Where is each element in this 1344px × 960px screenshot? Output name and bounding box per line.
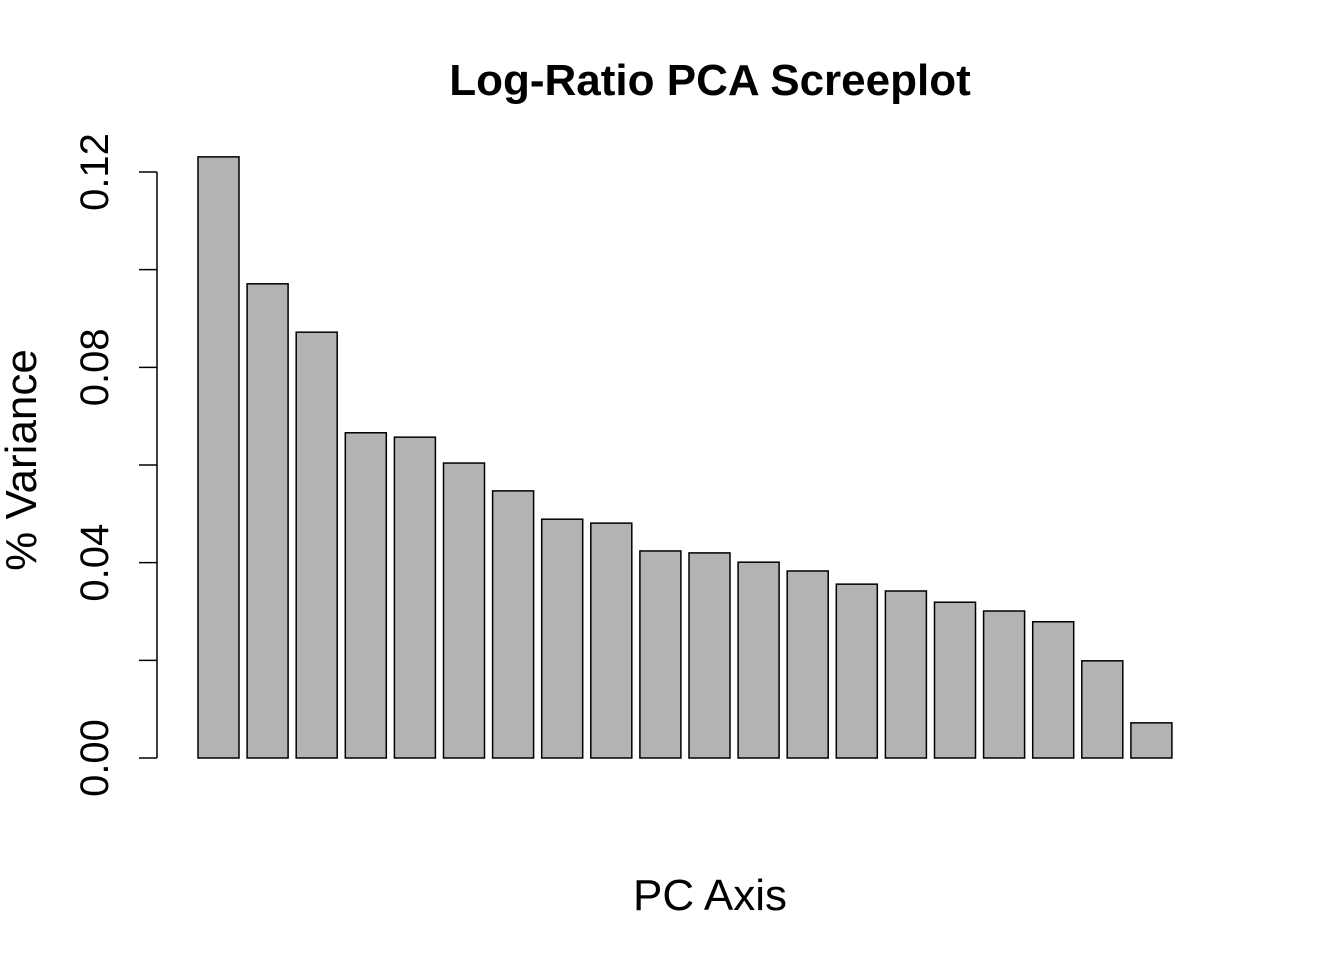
y-tick-label: 0.08 xyxy=(73,328,117,406)
bar xyxy=(1081,660,1124,759)
bar xyxy=(246,283,289,759)
bar xyxy=(688,552,731,759)
bar xyxy=(491,490,535,759)
bar xyxy=(442,462,486,759)
y-tick-label: 0.12 xyxy=(73,133,117,211)
y-tick-label: 0.04 xyxy=(73,524,117,602)
bar xyxy=(982,610,1026,759)
bar xyxy=(737,561,780,759)
bar xyxy=(590,522,633,759)
y-tick-label: 0.00 xyxy=(73,719,117,797)
bar xyxy=(933,601,977,759)
bar xyxy=(884,590,928,759)
bar xyxy=(835,583,879,759)
chart-title: Log-Ratio PCA Screeplot xyxy=(449,56,971,105)
y-axis-label: % Variance xyxy=(0,349,46,571)
bar xyxy=(295,331,338,759)
bar xyxy=(786,570,829,759)
bar xyxy=(344,432,388,759)
bar xyxy=(639,550,682,759)
bar xyxy=(540,518,584,759)
x-axis-label: PC Axis xyxy=(633,871,787,920)
bar xyxy=(197,156,240,759)
bar xyxy=(1130,722,1173,759)
bar xyxy=(1031,621,1075,759)
bar xyxy=(393,436,437,759)
